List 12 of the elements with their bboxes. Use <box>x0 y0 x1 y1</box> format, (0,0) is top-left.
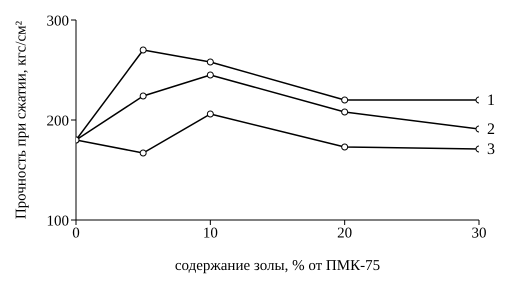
y-tick-label: 100 <box>46 213 69 230</box>
y-axis-title: Прочность при сжатии, кгс/см² <box>13 20 30 220</box>
series-label: 3 <box>487 141 495 158</box>
x-tick-label: 0 <box>72 226 80 242</box>
x-tick-label: 20 <box>337 226 352 242</box>
y-tick-label: 200 <box>46 113 69 130</box>
x-axis-title: содержание золы, % от ПМК-75 <box>174 258 380 274</box>
x-tick-label: 10 <box>202 226 218 242</box>
series-label: 1 <box>487 92 495 109</box>
y-tick-label: 300 <box>46 13 69 30</box>
series-label: 2 <box>487 121 495 138</box>
x-tick-label: 30 <box>472 226 486 242</box>
